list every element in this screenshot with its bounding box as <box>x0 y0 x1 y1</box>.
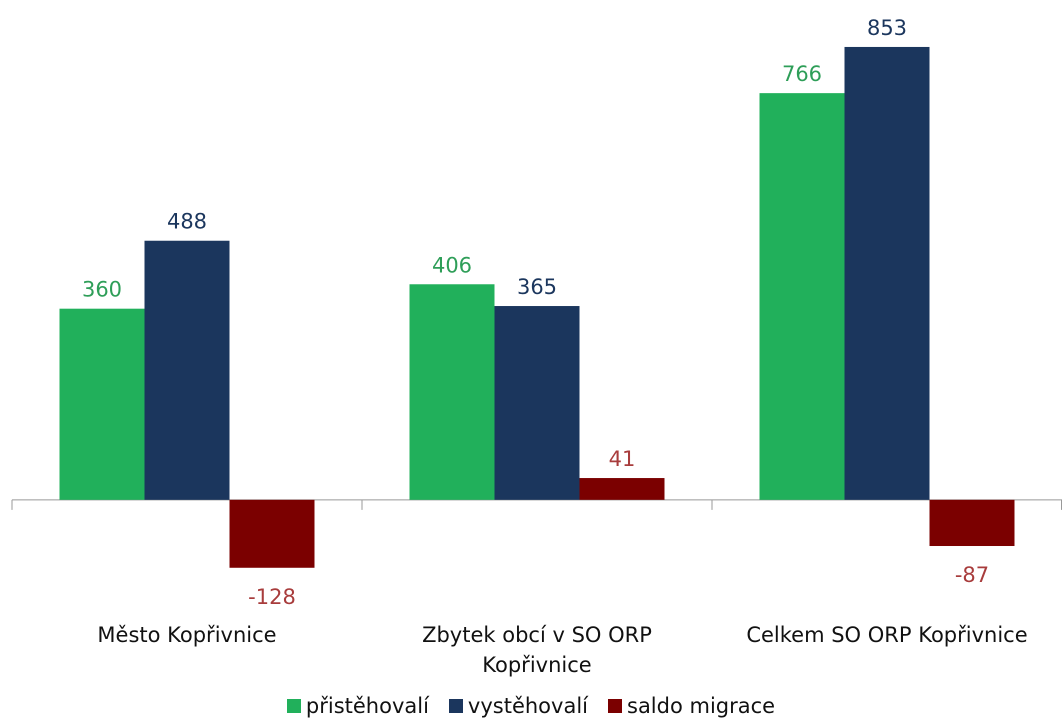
legend-label: přistěhovalí <box>305 694 429 718</box>
legend-swatch <box>448 699 463 713</box>
data-label: 365 <box>517 275 557 299</box>
bar <box>929 499 1015 547</box>
legend-swatch <box>286 699 301 713</box>
bar <box>59 308 145 500</box>
data-label: 853 <box>867 16 907 40</box>
legend-item: saldo migrace <box>608 694 775 718</box>
legend-label: vystěhovalí <box>467 694 588 718</box>
bar <box>579 478 665 500</box>
x-tick-label: Zbytek obcí v SO ORP Kopřivnice <box>422 623 652 677</box>
data-label: -87 <box>955 563 989 587</box>
data-label: 360 <box>82 278 122 302</box>
bar <box>759 93 845 500</box>
bar <box>409 284 495 500</box>
legend-label: saldo migrace <box>627 694 776 718</box>
bar <box>144 240 230 500</box>
x-tick-label: Celkem SO ORP Kopřivnice <box>746 623 1028 647</box>
legend-item: vystěhovalí <box>448 694 588 718</box>
data-label: -128 <box>248 585 296 609</box>
data-label: 406 <box>432 253 472 277</box>
data-label: 488 <box>167 210 207 234</box>
bar <box>844 46 930 500</box>
data-label: 41 <box>609 447 636 471</box>
legend-swatch <box>608 699 622 713</box>
x-tick-label: Město Kopřivnice <box>97 623 277 647</box>
data-label: 766 <box>782 62 822 86</box>
legend: přistěhovalí vystěhovalí saldo migrace <box>0 694 1062 718</box>
bar <box>229 499 315 568</box>
bar <box>494 306 580 500</box>
legend-item: přistěhovalí <box>286 694 429 718</box>
